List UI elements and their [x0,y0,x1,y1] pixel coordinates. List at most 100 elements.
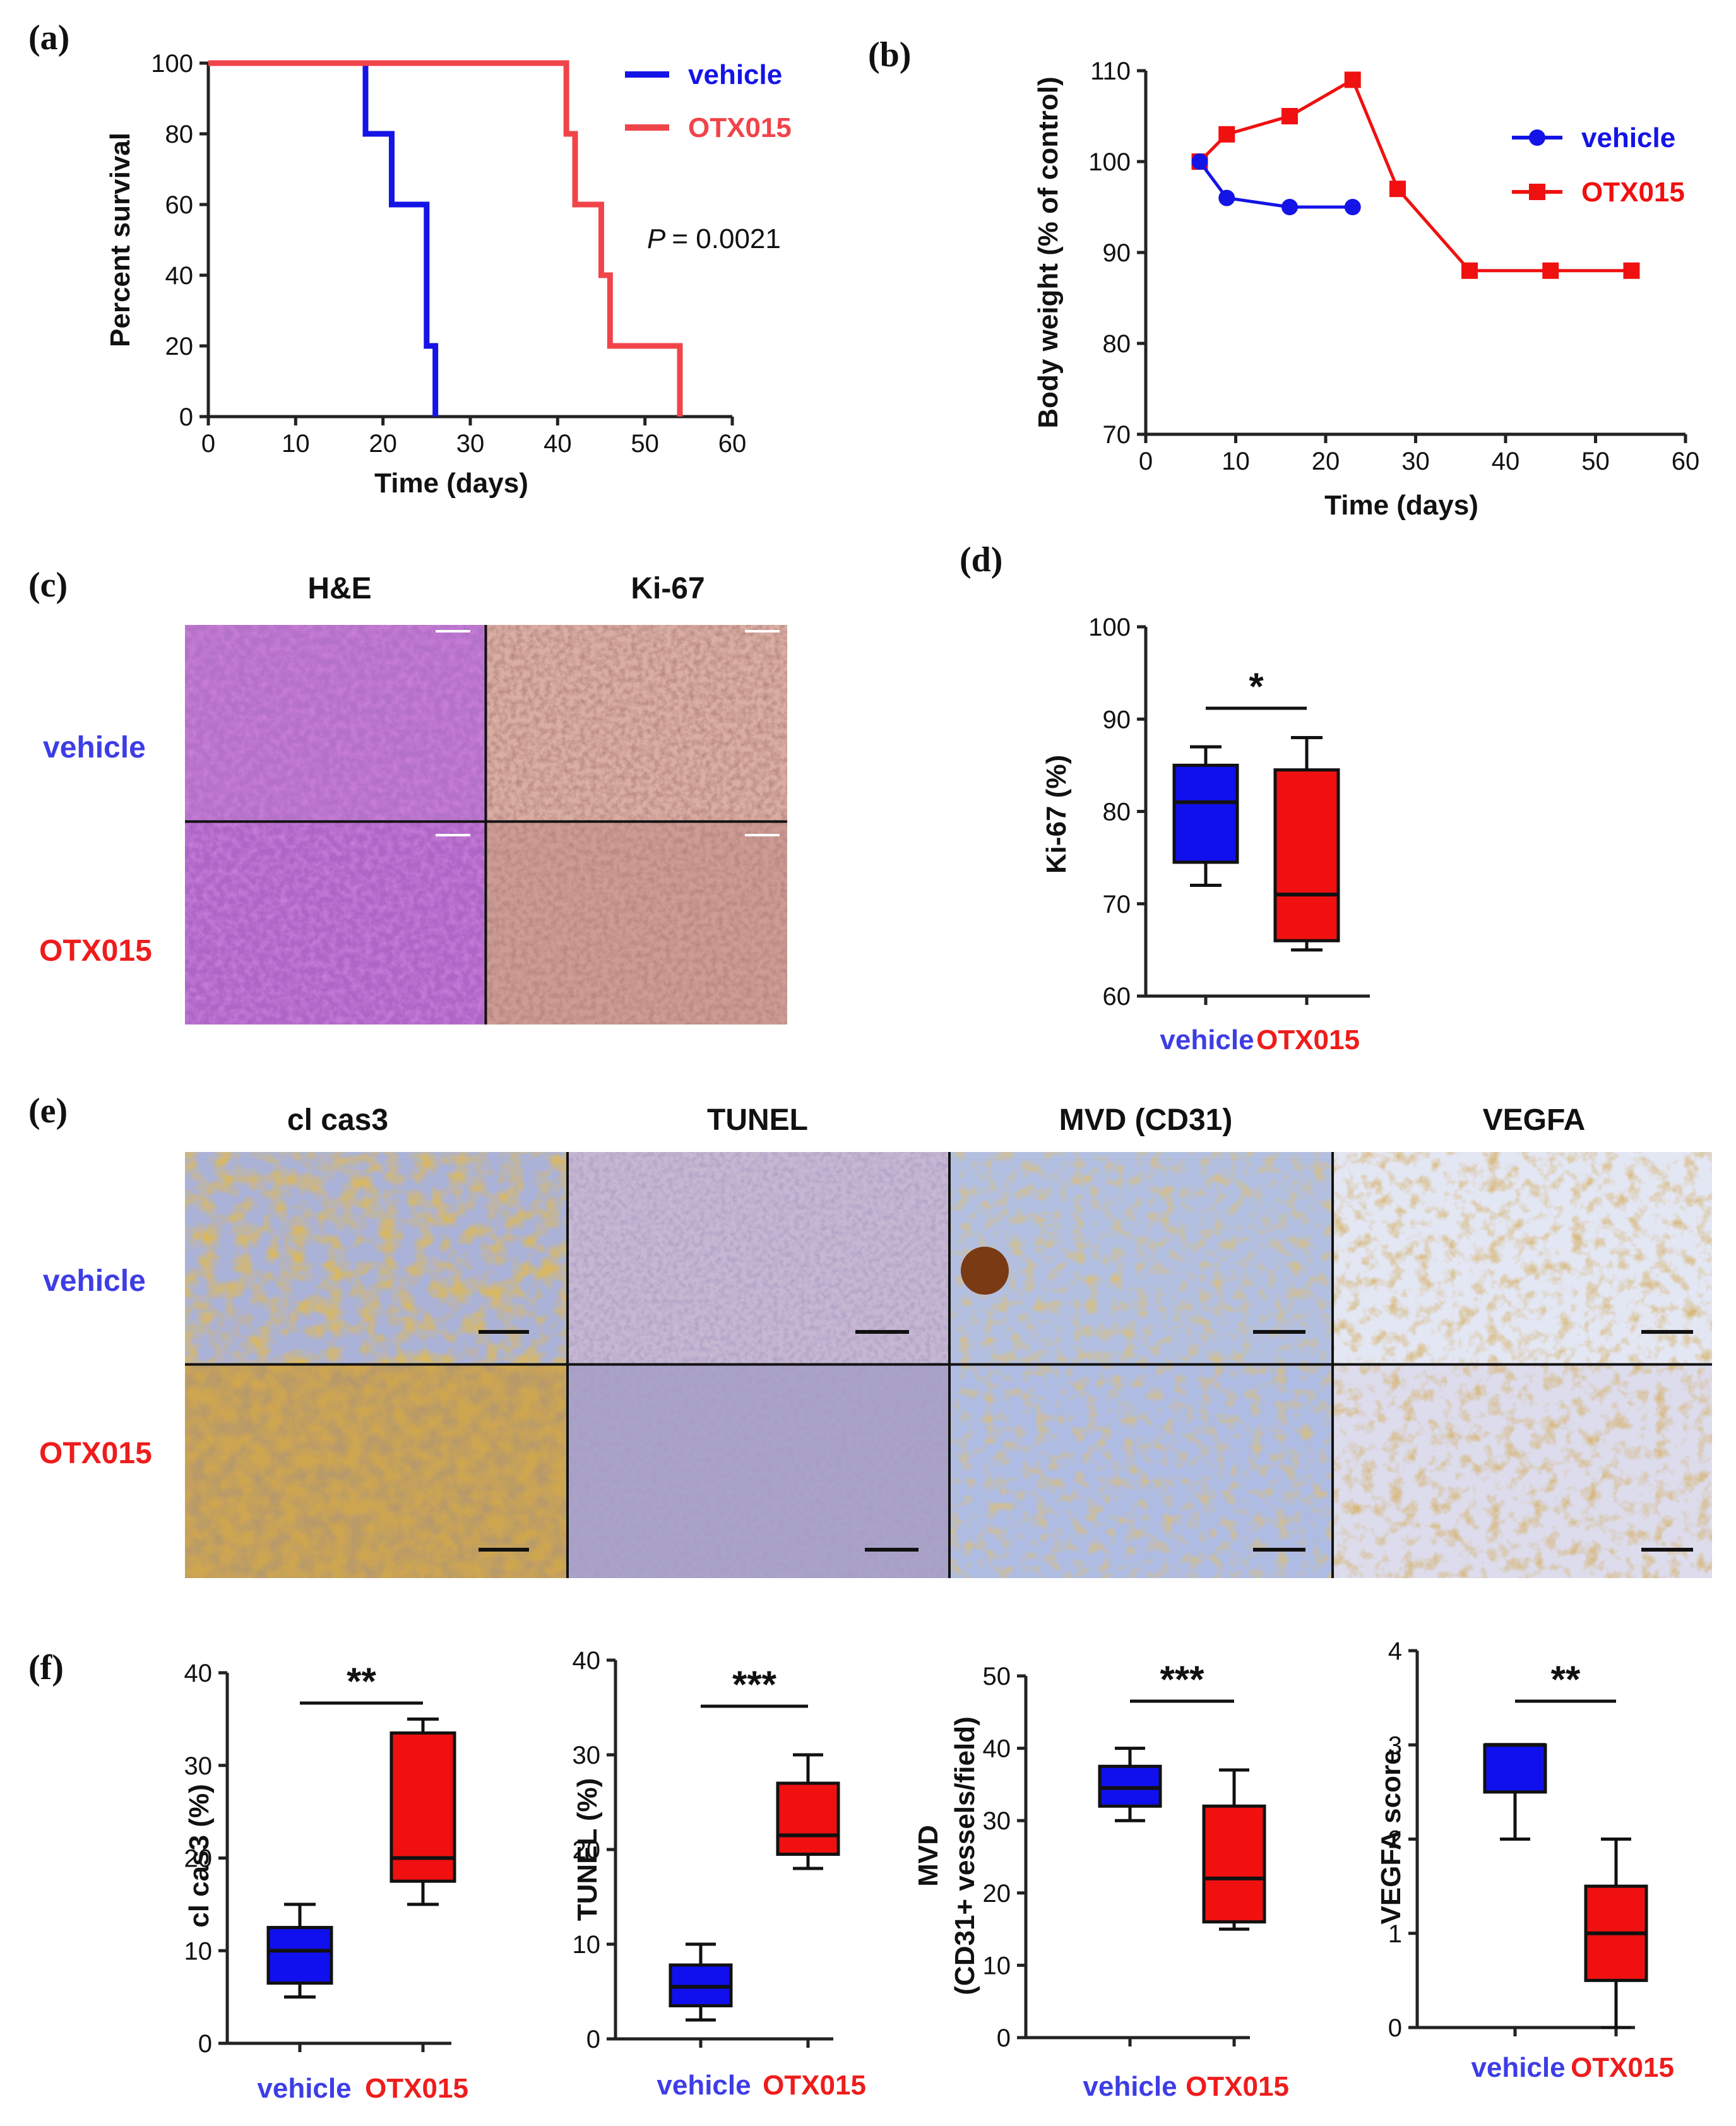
body-weight-point [1281,199,1298,215]
survival-chart: 0 10 20 30 40 50 60 0 20 40 60 80 100 Time (days) Pe… [105,50,792,499]
histo-e-col-clcas3: cl cas3 [287,1103,388,1137]
ki67-y-tick-label: 60 [1103,983,1131,1011]
body-weight-point [1218,189,1235,206]
histo-e-col-mvd: MVD (CD31) [1059,1103,1233,1137]
histo-c-col-ki67: Ki-67 [631,572,705,605]
cd31-otx015-image [950,1365,1332,1578]
body-weight-point [1461,262,1478,279]
body-weight-point [1281,108,1298,124]
cd31-vehicle-image [950,1152,1332,1363]
tunel-boxplot: 0 10 20 30 40 vehicle OTX015 *** TUNEL (%) [572,1647,866,2101]
survival-x-tick-label: 10 [282,430,310,458]
survival-x-tick-label: 30 [456,430,485,458]
he-vehicle-image [185,625,485,821]
mvd-y-tick-label: 10 [983,1952,1011,1980]
body-weight-y-label: Body weight (% of control) [1033,76,1064,428]
tunel-y-tick-label: 10 [573,1931,601,1959]
histo-e-row-otx015: OTX015 [39,1437,152,1470]
vegfa-y-tick-label: 0 [1388,2014,1402,2042]
vegfa-y-tick-label: 2 [1388,1826,1402,1854]
tunel-y-tick-label: 20 [573,1836,601,1864]
clcas3-y-tick-label: 30 [184,1752,213,1780]
ki67-box-otx015 [1273,768,1340,942]
tunel-box-otx015 [776,1781,840,1856]
mvd-y-label: MVD [913,1825,944,1887]
body-weight-point [1623,262,1640,279]
clcas3-y-tick-label: 20 [184,1845,213,1873]
ki67-vehicle-image [487,625,787,821]
survival-x-label: Time (days) [374,468,528,499]
mvd-category-label: OTX015 [1186,2071,1289,2102]
tunel-category-label: vehicle [657,2070,751,2101]
histo-e-col-tunel: TUNEL [707,1103,808,1137]
body-weight-y-tick-label: 100 [1088,148,1131,176]
survival-line-vehicle [208,60,439,417]
survival-y-tick-label: 20 [165,333,194,360]
legend-vehicle-label: vehicle [688,59,782,90]
histo-c-row-vehicle: vehicle [43,731,146,764]
vegfa-category-label: OTX015 [1571,2052,1674,2083]
panel-label-c: (c) [28,566,68,605]
legend-b-otx015-marker [1529,184,1545,200]
mvd-y-tick-label: 50 [983,1663,1011,1690]
histo-e-row-vehicle: vehicle [43,1264,146,1298]
body-weight-x-tick-label: 60 [1672,448,1700,475]
histo-c-row-otx015: OTX015 [39,934,152,968]
body-weight-x-tick-label: 50 [1581,448,1610,475]
clcas3-category-label: OTX015 [365,2073,468,2104]
legend-b-otx015-label: OTX015 [1581,177,1685,208]
clcas3-category-label: vehicle [257,2073,351,2104]
ki67-y-tick-label: 80 [1103,799,1131,826]
body-weight-y-tick-label: 80 [1103,330,1131,358]
tunel-category-label: OTX015 [763,2070,866,2101]
body-weight-x-label: Time (days) [1324,490,1478,521]
clcas3-y-label: cl cas3 (%) [184,1784,215,1927]
mvd-y-tick-label: 30 [983,1807,1011,1835]
tunel-significance-stars: *** [732,1663,777,1706]
survival-axes: 0 10 20 30 40 50 60 0 20 40 60 80 100 [151,50,746,458]
body-weight-x-tick-label: 10 [1222,448,1250,475]
legend-b-vehicle-marker [1529,129,1545,146]
body-weight-point [1389,181,1406,198]
clcas3-significance-stars: ** [347,1660,376,1702]
survival-x-tick-label: 50 [631,430,659,458]
survival-x-tick-label: 60 [718,430,747,458]
body-weight-line-vehicle [1198,160,1353,209]
vessel-blob [961,1247,1009,1295]
clcas3-vehicle-image [185,1152,567,1363]
panel-label-e: (e) [28,1091,68,1131]
vegfa-vehicle-image [1333,1152,1712,1363]
survival-y-tick-label: 80 [165,121,194,148]
ki67-y-tick-label: 100 [1088,614,1131,641]
tunel-otx015-image [568,1365,949,1578]
vegfa-y-label: VEGFA score [1376,1749,1406,1924]
clcas3-boxplot: 0 10 20 30 40 vehicle OTX015 ** cl cas3 (%) [184,1660,468,2104]
survival-line-otx015 [208,60,683,417]
body-weight-line-otx015 [1198,77,1632,273]
ki67-y-tick-label: 90 [1103,706,1131,733]
ki67-category-label: OTX015 [1256,1024,1360,1055]
histology-e-grid: cl cas3 TUNEL MVD (CD31) VEGFA vehicle O… [39,1103,1712,1578]
histology-c-grid: H&E Ki-67 vehicle OTX015 [39,572,787,1024]
legend-b-vehicle-label: vehicle [1581,122,1675,153]
panel-label-b: (b) [868,35,911,74]
mvd-y-tick-label: 40 [983,1735,1011,1763]
clcas3-otx015-image [185,1365,567,1578]
survival-y-tick-label: 60 [165,191,194,219]
panel-label-f: (f) [28,1648,64,1687]
clcas3-y-tick-label: 10 [184,1937,213,1965]
body-weight-series [1191,71,1640,279]
survival-x-tick-label: 20 [369,430,397,458]
body-weight-x-tick-label: 40 [1492,448,1520,475]
body-weight-point [1344,199,1361,215]
body-weight-x-tick-label: 0 [1139,448,1153,475]
body-weight-x-tick-label: 20 [1312,448,1340,475]
clcas3-box-vehicle [266,1926,333,1985]
mvd-boxplot: 0 10 20 30 40 50 vehicle OTX015 *** MVD (CD31+ ves… [913,1658,1289,2102]
vegfa-otx015-image [1333,1365,1712,1578]
survival-x-tick-label: 0 [201,430,215,458]
vegfa-y-tick-label: 1 [1388,1920,1402,1948]
ki67-box-vehicle [1172,763,1239,864]
he-otx015-image [185,822,485,1024]
